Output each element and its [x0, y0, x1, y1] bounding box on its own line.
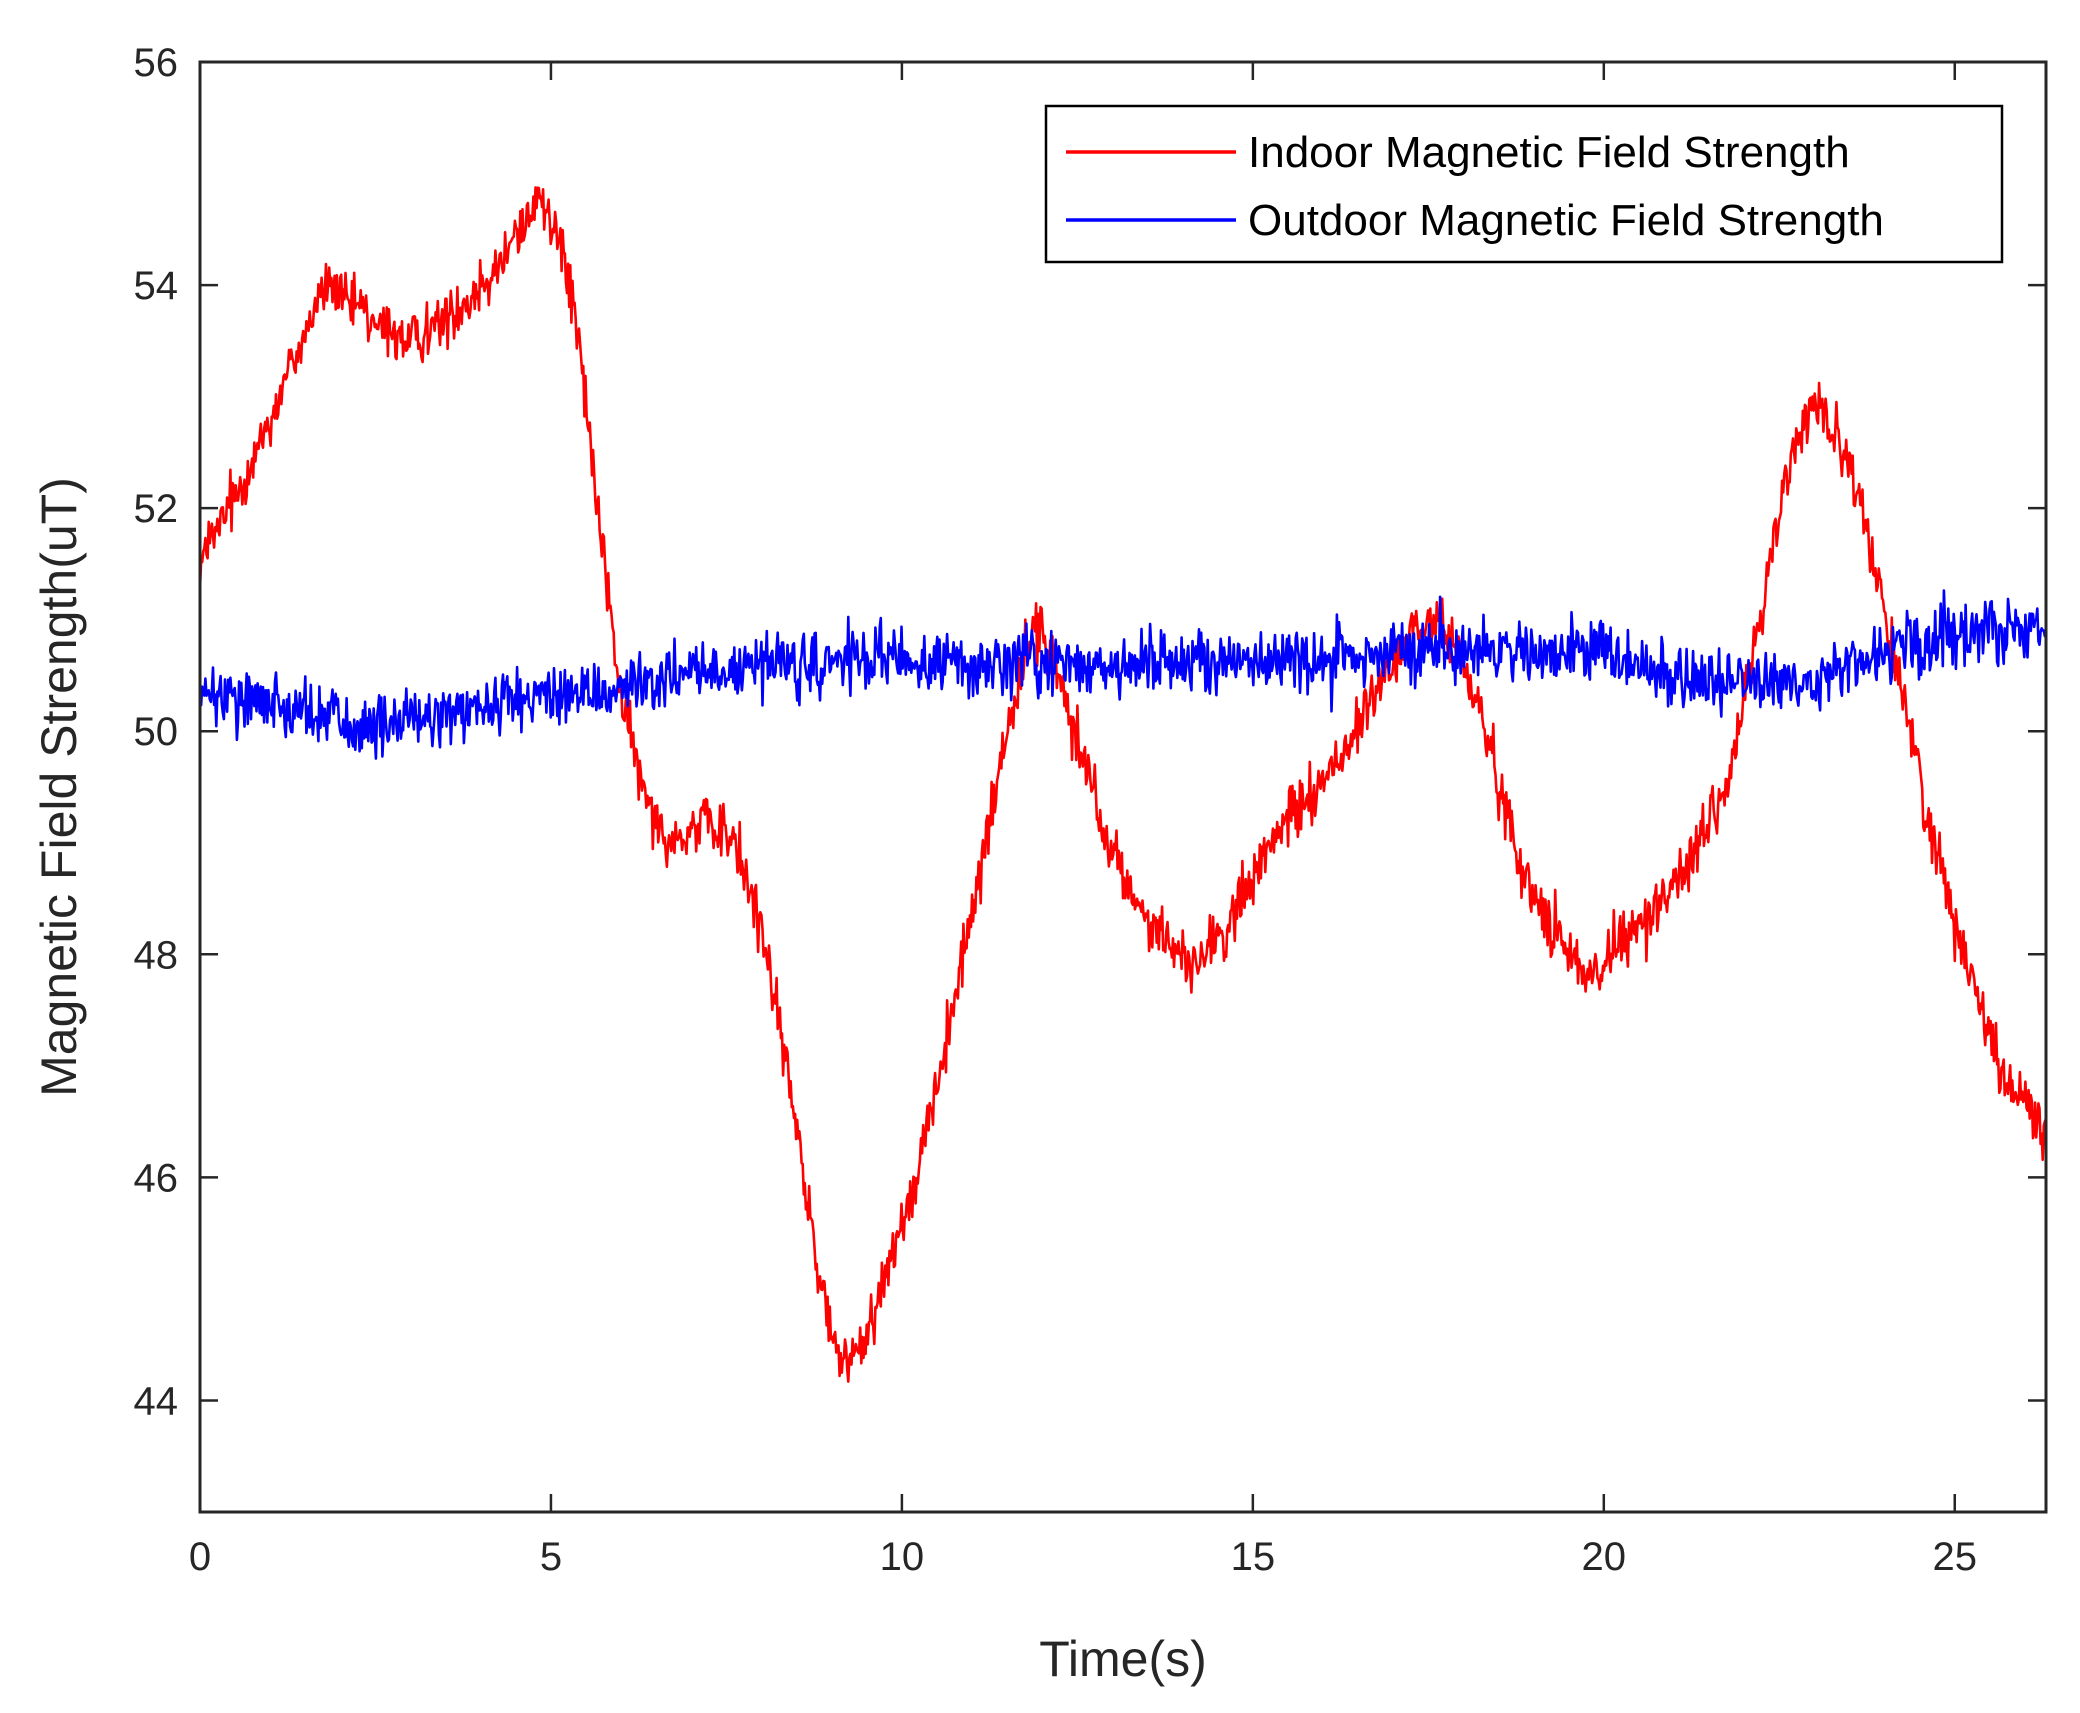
series-line-outdoor	[198, 589, 2048, 760]
legend-box	[1044, 104, 2004, 264]
y-tick-label: 52	[134, 487, 179, 531]
legend-label-indoor: Indoor Magnetic Field Strength	[1248, 128, 1850, 177]
y-axis-title: Magnetic Field Strength(uT)	[31, 477, 87, 1097]
y-tick-label: 48	[134, 933, 179, 977]
x-tick-label: 15	[1231, 1535, 1276, 1579]
y-tick-label: 56	[134, 41, 179, 85]
plot-background	[200, 62, 2046, 1512]
axes-layer	[198, 60, 2048, 1514]
plot-area	[200, 62, 2046, 1512]
series-line-indoor	[198, 186, 2048, 1383]
legend-label-outdoor: Outdoor Magnetic Field Strength	[1248, 196, 1884, 245]
x-tick-label: 0	[189, 1535, 211, 1579]
tick-labels-layer: 0 5 10 15 20 25 44 46 48 50 52 54 56	[134, 41, 1978, 1579]
y-tick-label: 46	[134, 1156, 179, 1200]
x-tick-label: 25	[1933, 1535, 1978, 1579]
x-tick-label: 5	[540, 1535, 562, 1579]
plot-frame	[198, 60, 2048, 1514]
x-tick-label: 10	[880, 1535, 925, 1579]
ticks-layer	[198, 60, 2046, 1512]
y-tick-label: 50	[134, 710, 179, 754]
series-layer	[198, 186, 2048, 1383]
y-tick-label: 54	[134, 264, 179, 308]
x-axis-title: Time(s)	[1039, 1631, 1207, 1687]
legend: Indoor Magnetic Field Strength Outdoor M…	[1044, 104, 2004, 264]
y-tick-label: 44	[134, 1379, 179, 1423]
x-tick-label: 20	[1582, 1535, 1627, 1579]
